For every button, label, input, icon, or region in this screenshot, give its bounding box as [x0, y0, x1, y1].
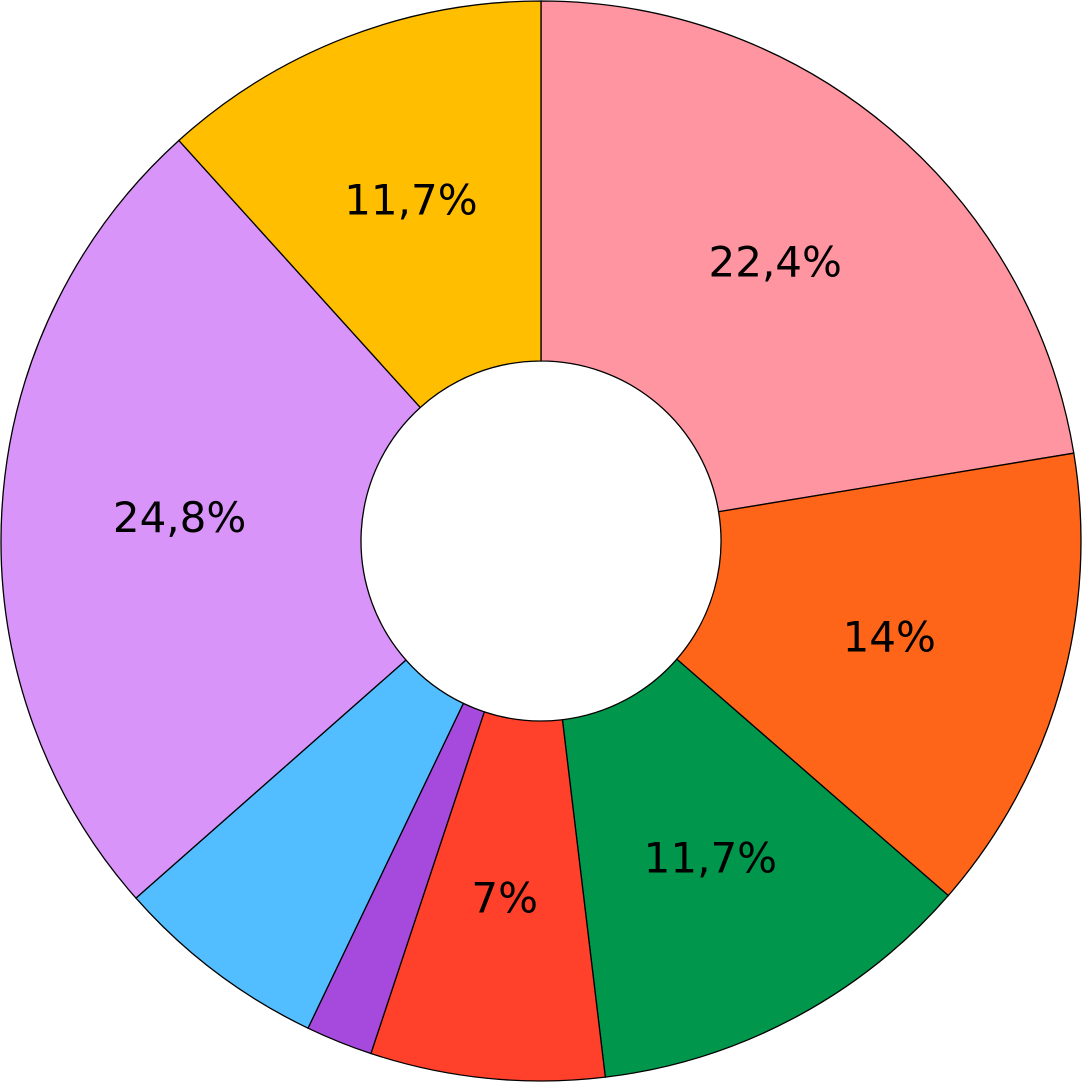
- slice: [370, 711, 607, 1082]
- slice: [675, 452, 1082, 897]
- data-label: 24,8%: [113, 493, 246, 542]
- data-label: 22,4%: [709, 237, 842, 286]
- data-label: 14%: [843, 612, 936, 661]
- slice: [540, 0, 1075, 513]
- slice: [561, 658, 950, 1078]
- slice: [177, 0, 542, 409]
- data-label: 11,7%: [344, 176, 477, 225]
- data-label: 11,7%: [644, 833, 777, 882]
- slice: [0, 139, 422, 900]
- slice: [135, 659, 465, 1030]
- data-label: 7%: [471, 874, 538, 923]
